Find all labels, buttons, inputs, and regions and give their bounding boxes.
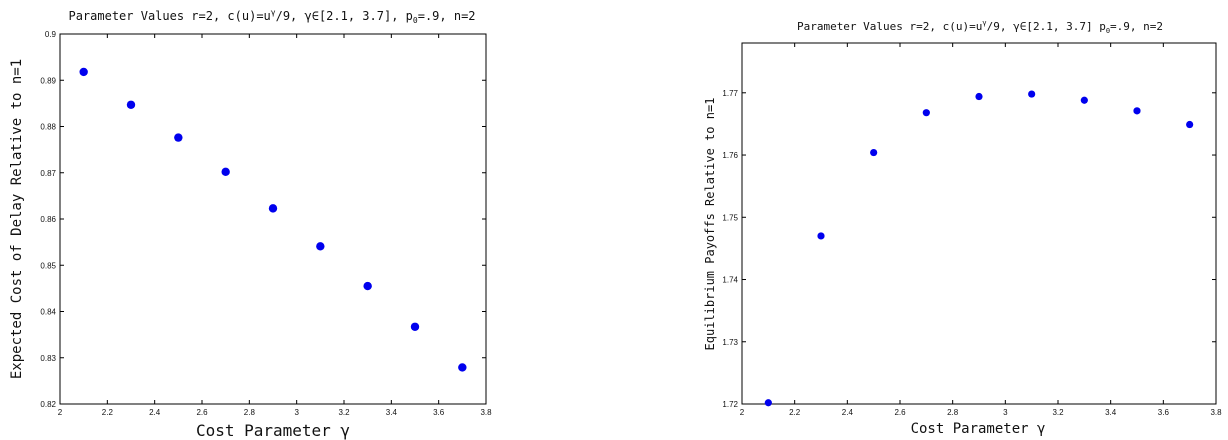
chart-right-y-tick-label: 1.75 [722,213,738,222]
chart-left-x-tick-label: 2 [58,408,63,417]
chart-right-plot-area [741,42,1217,405]
chart-right-y-tick-label: 1.74 [722,276,738,285]
chart-left-x-axis-label: Cost Parameter γ [196,421,350,440]
chart-left-x-tick-label: 3.6 [433,408,445,417]
chart-left-data-point [126,100,136,109]
chart-right-x-tick-label: 3.8 [1210,408,1222,417]
chart-right-y-tick-label: 1.72 [722,400,738,409]
chart-left-plot-area [59,33,487,405]
chart-right-title: Parameter Values r=2, c(u)=uγ/9, γ∈[2.1,… [797,19,1163,35]
chart-right-points [764,90,1194,407]
chart-right-x-axis-label: Cost Parameter γ [911,421,1046,437]
chart-left-points [79,67,467,372]
chart-right-data-point [1028,90,1036,98]
chart-left-y-tick-label: 0.83 [40,354,56,363]
chart-left-y-tick-label: 0.88 [40,123,56,132]
chart-left-data-point [363,281,372,291]
chart-left-title: Parameter Values r=2, c(u)=uγ/9, γ∈[2.1,… [68,8,475,25]
chart-left-x-tick-label: 3.2 [338,408,350,417]
chart-right-data-point [1186,120,1194,129]
chart-right-data-point [975,92,983,101]
chart-right-x-tick-label: 3.6 [1158,408,1170,417]
chart-left-y-tick-label: 0.82 [40,400,56,409]
chart-left: Parameter Values r=2, c(u)=uγ/9, γ∈[2.1,… [9,8,492,440]
chart-left-data-point [268,204,278,213]
chart-right-x-tick-label: 2.4 [842,408,854,417]
chart-left-x-tick-label: 2.4 [149,408,161,417]
chart-left-x-tick-label: 3.8 [480,408,492,417]
chart-right-ticks: 2 2.2 2.4 2.6 2.8 3 3.2 3.4 3.6 3.8 1.72 1.73 1.74 1.… [722,43,1222,417]
chart-left-x-tick-label: 3.4 [386,408,398,417]
chart-right-x-tick-label: 3.4 [1105,408,1117,417]
chart-right-y-axis-label: Equilibrium Payoffs Relative to n=1 [703,98,717,351]
chart-left-data-point [458,363,467,372]
chart-left-y-tick-label: 0.84 [40,308,56,317]
chart-left-x-tick-label: 2.2 [102,408,114,417]
chart-right-data-point [870,148,878,157]
chart-right-x-tick-label: 2.6 [894,408,906,417]
chart-right-x-tick-label: 2.2 [789,408,801,417]
chart-left-data-point [79,67,88,77]
chart-right-x-tick-label: 3 [1003,408,1008,417]
chart-left-ticks: 2 2.2 2.4 2.6 2.8 3 3.2 3.4 3.6 3.8 0.82 0.83 0.84 0.… [40,30,492,417]
chart-right-y-tick-label: 1.76 [722,151,738,160]
chart-left-y-axis-label: Expected Cost of Delay Relative to n=1 [9,59,25,379]
chart-right-data-point [1080,96,1088,104]
chart-left-data-point [174,133,183,142]
chart-left-y-tick-label: 0.9 [45,30,57,39]
chart-right: Parameter Values r=2, c(u)=uγ/9, γ∈[2.1,… [703,19,1222,437]
chart-right-data-point [764,399,772,407]
chart-left-y-tick-label: 0.86 [40,215,56,224]
chart-left-x-tick-label: 3 [294,408,299,417]
chart-right-x-tick-label: 2 [740,408,745,417]
chart-left-data-point [410,322,420,331]
chart-left-y-tick-label: 0.87 [40,169,56,178]
chart-left-x-tick-label: 2.8 [244,408,256,417]
chart-right-data-point [817,232,825,240]
chart-right-y-tick-label: 1.77 [722,89,738,98]
chart-left-y-tick-label: 0.85 [40,261,56,270]
chart-left-x-tick-label: 2.6 [196,408,208,417]
chart-right-y-tick-label: 1.73 [722,338,738,347]
chart-right-data-point [922,109,930,117]
chart-right-x-tick-label: 3.2 [1052,408,1064,417]
chart-right-data-point [1133,107,1141,115]
chart-right-x-tick-label: 2.8 [947,408,959,417]
chart-left-data-point [316,242,325,251]
chart-left-data-point [221,167,230,177]
chart-left-y-tick-label: 0.89 [40,76,56,85]
